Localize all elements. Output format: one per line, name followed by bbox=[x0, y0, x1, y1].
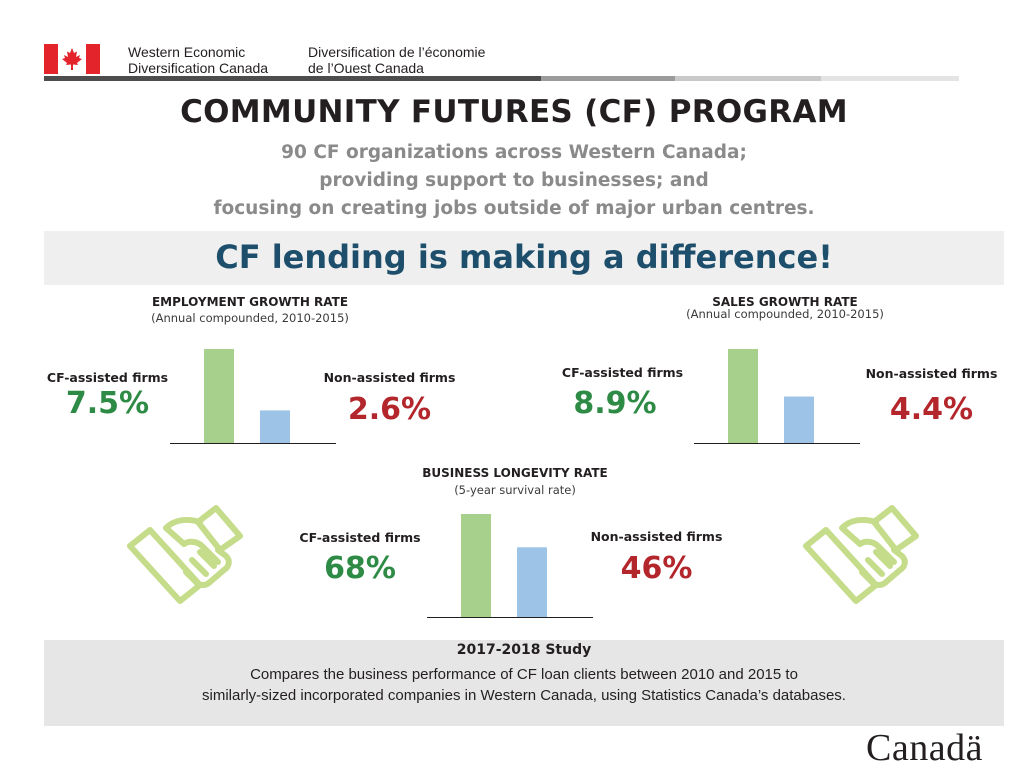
chart-subtitle: (Annual compounded, 2010-2015) bbox=[151, 311, 349, 325]
headline-banner: CF lending is making a difference! bbox=[44, 231, 1004, 285]
dept-en-line2: Diversification Canada bbox=[128, 60, 269, 76]
page-subtitle: 90 CF organizations across Western Canad… bbox=[0, 139, 1028, 223]
bar-non-assisted bbox=[784, 396, 814, 443]
header-bar-mid bbox=[541, 76, 675, 81]
non-assisted-label: Non-assisted firms bbox=[590, 529, 723, 544]
bar-cf-assisted bbox=[204, 349, 234, 443]
canada-flag-icon bbox=[44, 44, 100, 74]
assisted-label: CF-assisted firms bbox=[561, 365, 684, 380]
business-longevity-chart bbox=[427, 514, 593, 618]
assisted-value: 7.5% bbox=[65, 386, 150, 421]
chart-title: EMPLOYMENT GROWTH RATE bbox=[151, 295, 349, 309]
non-assisted-value: 46% bbox=[620, 551, 693, 586]
department-name-french: Diversification de l’économie de l’Ouest… bbox=[308, 44, 485, 76]
dept-en-line1: Western Economic bbox=[128, 44, 246, 60]
assisted-value: 68% bbox=[324, 551, 396, 586]
chart-title: BUSINESS LONGEVITY RATE bbox=[422, 466, 608, 480]
handshake-icon bbox=[803, 505, 919, 604]
bar-non-assisted bbox=[260, 410, 290, 443]
non-assisted-value: 2.6% bbox=[347, 392, 432, 427]
bar-non-assisted bbox=[517, 547, 547, 617]
banner-text: CF lending is making a difference! bbox=[215, 238, 833, 276]
employment-growth-chart bbox=[170, 349, 336, 444]
non-assisted-label: Non-assisted firms bbox=[323, 370, 456, 385]
sales-growth-chart bbox=[694, 349, 860, 444]
assisted-label: CF-assisted firms bbox=[46, 370, 169, 385]
study-line: Compares the business performance of CF … bbox=[250, 666, 798, 683]
dept-fr-line1: Diversification de l’économie bbox=[308, 44, 486, 60]
chart-title: SALES GROWTH RATE bbox=[712, 295, 858, 309]
chart-subtitle: (5-year survival rate) bbox=[454, 483, 576, 497]
header-bar-lighter bbox=[821, 76, 959, 81]
handshake-icon bbox=[127, 505, 243, 604]
study-description: Compares the business performance of CF … bbox=[44, 664, 1004, 706]
subtitle-line: focusing on creating jobs outside of maj… bbox=[213, 198, 815, 219]
chart-subtitle: (Annual compounded, 2010-2015) bbox=[686, 307, 884, 321]
assisted-value: 8.9% bbox=[573, 386, 657, 421]
bar-cf-assisted bbox=[461, 514, 491, 617]
study-box: 2017-2018 Study Compares the business pe… bbox=[44, 640, 1004, 726]
department-name-english: Western Economic Diversification Canada bbox=[128, 44, 268, 76]
non-assisted-label: Non-assisted firms bbox=[865, 366, 998, 381]
header-bar-light bbox=[675, 76, 821, 81]
bar-cf-assisted bbox=[728, 349, 758, 443]
page-title: COMMUNITY FUTURES (CF) PROGRAM bbox=[180, 94, 848, 130]
subtitle-line: 90 CF organizations across Western Canad… bbox=[281, 142, 747, 163]
study-title: 2017-2018 Study bbox=[456, 642, 592, 658]
study-line: similarly-sized incorporated companies i… bbox=[202, 687, 846, 704]
header-bar-dark bbox=[44, 76, 541, 81]
dept-fr-line2: de l’Ouest Canada bbox=[308, 60, 424, 76]
assisted-label: CF-assisted firms bbox=[299, 530, 421, 545]
non-assisted-value: 4.4% bbox=[889, 392, 974, 427]
canada-wordmark: Canadä bbox=[866, 727, 983, 769]
subtitle-line: providing support to businesses; and bbox=[319, 170, 709, 191]
